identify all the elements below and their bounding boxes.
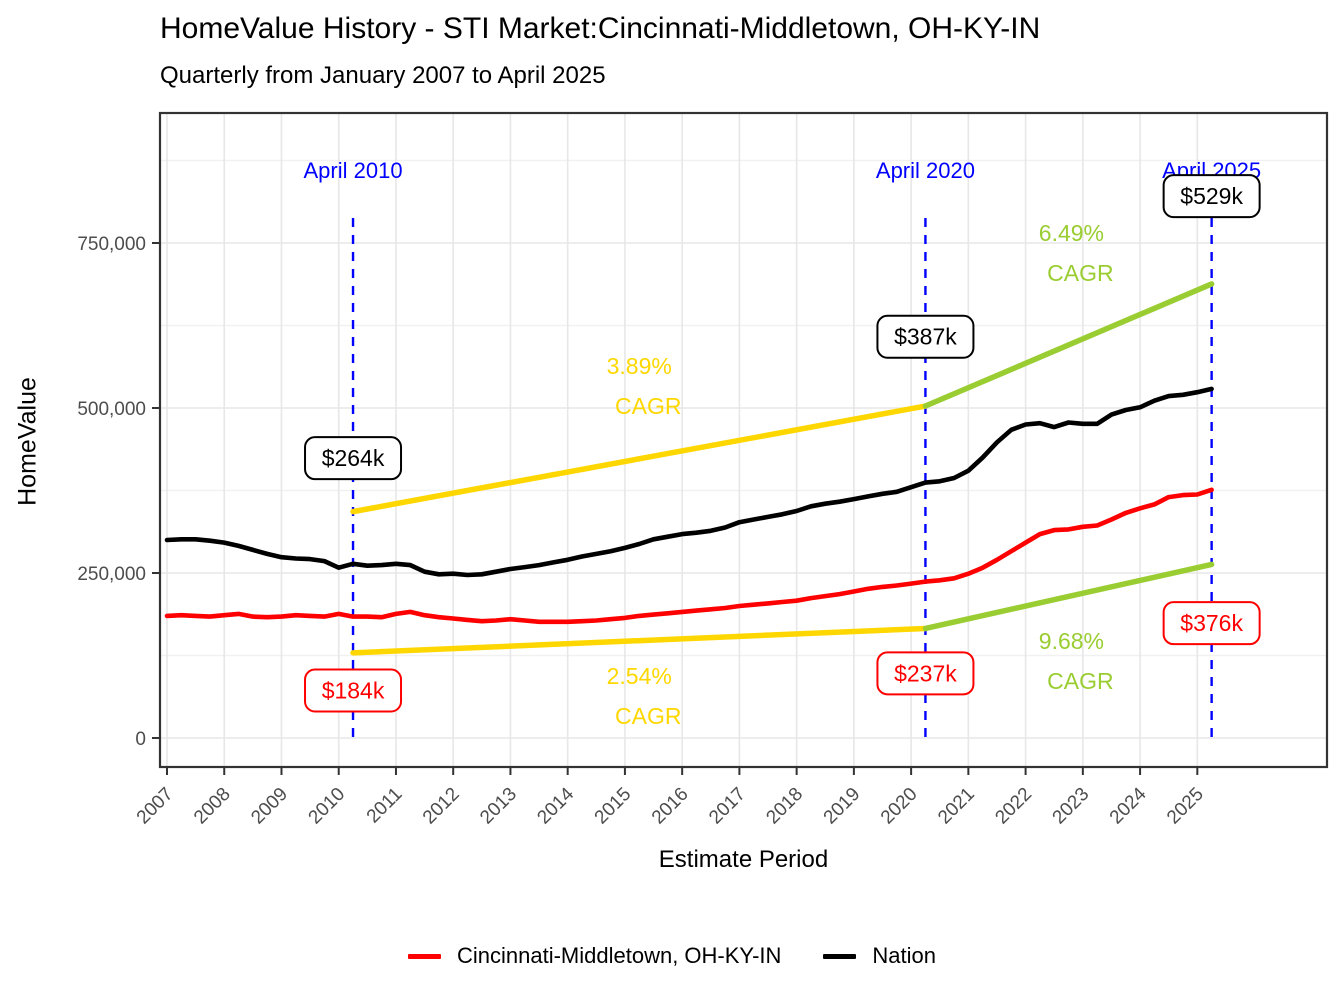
cagr-text-label: CAGR [1047, 260, 1113, 286]
value-label-text: $387k [894, 324, 957, 350]
panel-border [158, 111, 1329, 769]
legend-item-cincinnati: Cincinnati-Middletown, OH-KY-IN [407, 943, 782, 969]
value-label-text: $529k [1180, 183, 1243, 209]
value-label-text: $184k [322, 677, 385, 703]
series-line-cincinnati [164, 487, 1214, 625]
legend-item-nation: Nation [823, 943, 936, 969]
y-tick-label: 250,000 [77, 564, 146, 585]
x-tick-label: 2021 [934, 784, 979, 829]
event-label: April 2010 [303, 158, 402, 183]
nation-line-swatch [823, 953, 857, 959]
x-tick-label: 2017 [705, 784, 750, 829]
cagr-percent-label: 3.89% [607, 353, 672, 379]
cagr-percent-label: 2.54% [607, 663, 672, 689]
value-label-box [1162, 174, 1261, 219]
x-tick-label: 2008 [190, 784, 235, 829]
trend-segment-cincinnati-cagr-2020-2025 [922, 561, 1215, 632]
chart-subtitle: Quarterly from January 2007 to April 202… [160, 62, 606, 89]
x-tick-label: 2025 [1163, 784, 1208, 829]
y-tick-label: 0 [135, 729, 146, 750]
trend-segment-cincinnati-cagr-2010-2020 [350, 625, 929, 656]
chart-title: HomeValue History - STI Market:Cincinnat… [160, 12, 1041, 45]
series-line-nation [164, 386, 1214, 578]
x-tick-label: 2024 [1106, 783, 1151, 828]
x-tick-label: 2023 [1049, 784, 1094, 829]
x-tick-label: 2011 [363, 784, 407, 828]
cagr-text-label: CAGR [615, 703, 681, 729]
x-tick-label: 2010 [305, 784, 350, 829]
cagr-percent-label: 9.68% [1039, 628, 1104, 654]
x-tick-label: 2013 [476, 784, 521, 829]
y-tick-label: 750,000 [77, 234, 146, 255]
x-tick-label: 2018 [762, 784, 807, 829]
x-tick-label: 2016 [648, 784, 693, 829]
y-tick-label: 500,000 [77, 399, 146, 420]
event-label: April 2020 [876, 158, 975, 183]
cagr-text-label: CAGR [615, 393, 681, 419]
value-label-box [876, 314, 975, 359]
cagr-text-label: CAGR [1047, 668, 1113, 694]
value-label-box [1162, 601, 1261, 646]
legend-label-nation: Nation [872, 943, 936, 968]
value-label-box [876, 651, 975, 696]
legend-label-cincinnati: Cincinnati-Middletown, OH-KY-IN [456, 943, 782, 968]
value-label-text: $264k [322, 445, 385, 471]
x-tick-label: 2022 [991, 784, 1036, 829]
value-label-box [304, 436, 403, 481]
x-axis-title: Estimate Period [658, 846, 829, 873]
trend-segment-nation-cagr-2010-2020 [350, 403, 929, 515]
x-tick-label: 2007 [133, 784, 178, 829]
x-tick-label: 2012 [419, 784, 464, 829]
cincinnati-line-swatch [407, 953, 441, 959]
x-tick-label: 2014 [533, 783, 578, 828]
trend-segment-nation-cagr-2020-2025 [922, 281, 1215, 409]
value-label-text: $376k [1180, 610, 1243, 636]
cagr-percent-label: 6.49% [1039, 220, 1104, 246]
legend: Cincinnati-Middletown, OH-KY-IN Nation [0, 936, 1344, 976]
x-tick-label: 2015 [591, 784, 636, 829]
x-tick-label: 2020 [877, 784, 922, 829]
value-label-box [304, 668, 403, 713]
x-tick-label: 2019 [820, 784, 865, 829]
x-tick-label: 2009 [247, 784, 292, 829]
value-label-text: $237k [894, 660, 957, 686]
